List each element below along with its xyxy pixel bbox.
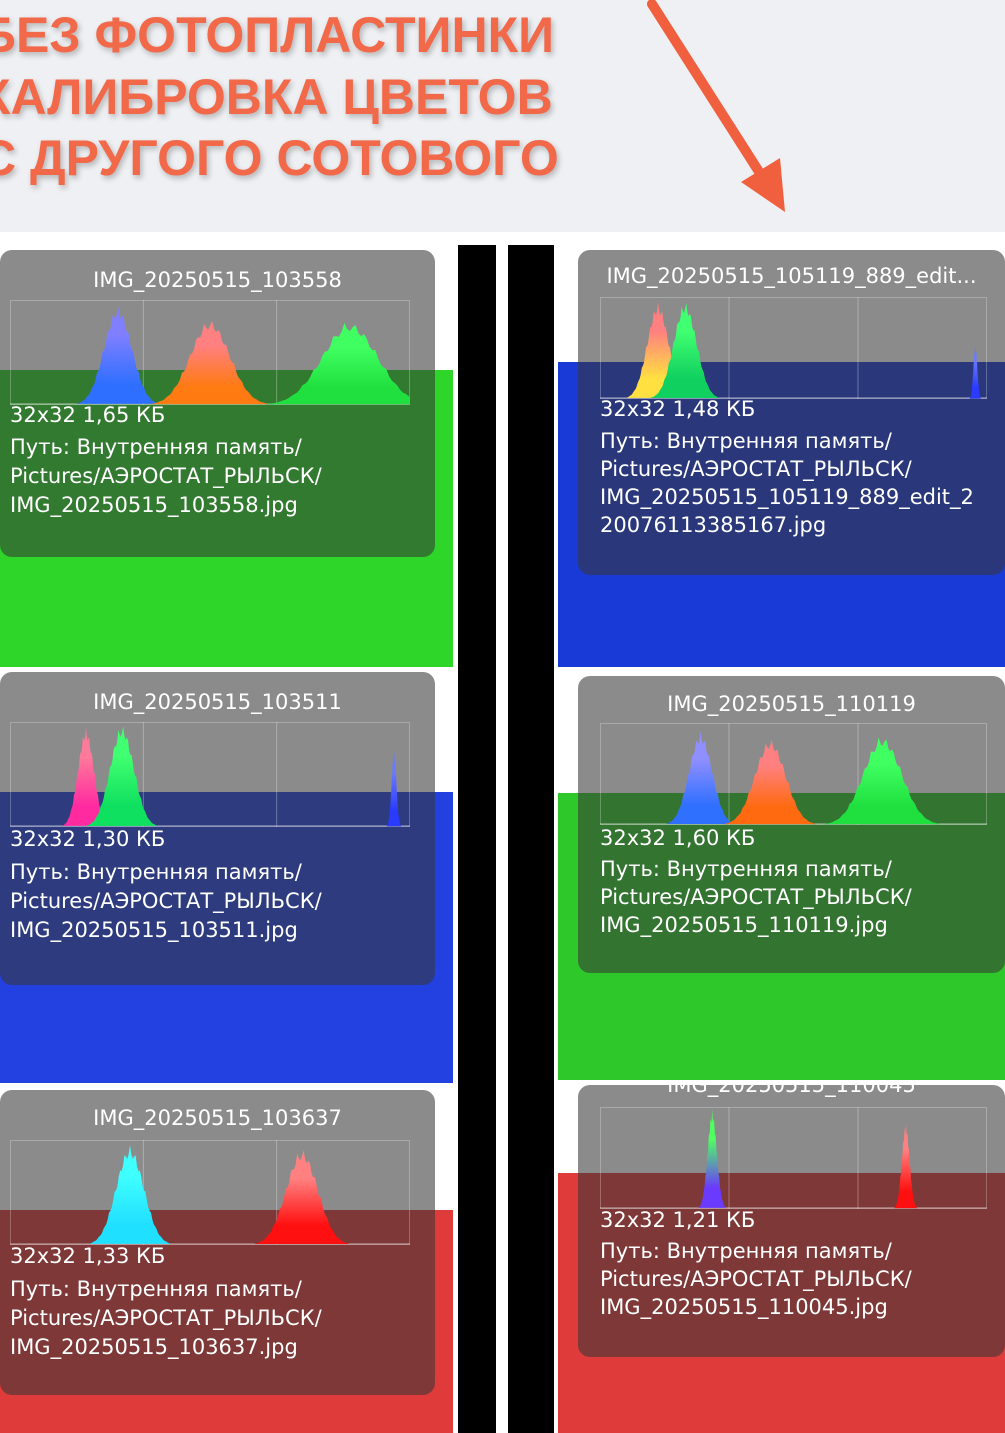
file-path-line: IMG_20250515_110045.jpg [600, 1295, 888, 1319]
file-path-line: Путь: Внутренняя память/ [10, 435, 302, 459]
arrow [647, 0, 785, 212]
file-path-line: Путь: Внутренняя память/ [600, 429, 892, 453]
file-size: 32x32 1,21 КБ [600, 1208, 756, 1232]
file-path-line: Pictures/АЭРОСТАТ_РЫЛЬСК/ [600, 885, 912, 909]
image-card: IMG_20250515_103511 32x32 1,30 КБ Путь: Вн… [0, 672, 435, 985]
file-size: 32x32 1,48 КБ [600, 397, 756, 421]
arrow-shaft [647, 0, 768, 183]
histogram [600, 297, 987, 399]
header-line: БЕЗ ФОТОПЛАСТИНКИ [0, 7, 555, 63]
histogram-peak [894, 1124, 918, 1209]
histogram-peak [969, 344, 982, 399]
file-size: 32x32 1,30 КБ [10, 827, 166, 851]
file-path-line: Путь: Внутренняя память/ [600, 1239, 892, 1263]
header-band [0, 0, 1005, 232]
image-card: IMG_20250515_103637 32x32 1,33 КБ Путь: Вн… [0, 1090, 435, 1395]
histogram-peak [665, 731, 736, 824]
image-title: IMG_20250515_105119_889_edit... [606, 264, 977, 288]
histogram-peak [76, 305, 160, 404]
histogram-peak [62, 727, 110, 826]
histogram-peak [150, 320, 270, 405]
file-size: 32x32 1,65 КБ [10, 403, 166, 427]
header-line: С ДРУГОГО СОТОВОГО [0, 130, 559, 186]
file-path-line: Pictures/АЭРОСТАТ_РЫЛЬСК/ [600, 1267, 912, 1291]
file-size: 32x32 1,60 КБ [600, 826, 756, 850]
histogram-peak [86, 726, 158, 826]
image-card: IMG_20250515_103558 32x32 1,65 КБ Путь: Вн… [0, 250, 435, 557]
file-path-line: IMG_20250515_110119.jpg [600, 913, 888, 937]
image-title: IMG_20250515_110119 [667, 692, 916, 716]
file-path-line: IMG_20250515_103511.jpg [10, 918, 298, 942]
histogram-peak [266, 322, 410, 405]
file-path-line: Pictures/АЭРОСТАТ_РЫЛЬСК/ [600, 457, 912, 481]
file-path-line: Путь: Внутренняя память/ [10, 860, 302, 884]
histogram-peak [254, 1150, 350, 1244]
histogram-frame [10, 1140, 410, 1245]
histogram-peak [386, 750, 402, 827]
image-title: IMG_20250515_103511 [93, 690, 342, 714]
histogram [600, 1107, 987, 1209]
file-path-line: IMG_20250515_105119_889_edit_2 [600, 485, 974, 509]
histogram-frame [600, 1107, 987, 1209]
histogram [10, 1140, 410, 1245]
file-path-line: 20076113385167.jpg [600, 513, 827, 537]
histogram-peak [650, 303, 720, 398]
file-path-line: Pictures/АЭРОСТАТ_РЫЛЬСК/ [10, 1306, 322, 1330]
histogram [600, 723, 987, 825]
image-card: IMG_20250515_110119 32x32 1,60 КБ Путь: Вн… [578, 676, 1005, 973]
histogram-peak [88, 1145, 172, 1244]
histogram-peak [698, 1109, 727, 1208]
divider [508, 245, 554, 1433]
image-title: IMG_20250515_103558 [93, 268, 342, 292]
file-size: 32x32 1,33 КБ [10, 1244, 166, 1268]
file-path-line: Путь: Внутренняя память/ [10, 1277, 302, 1301]
header-line: КАЛИБРОВКА ЦВЕТОВ [0, 69, 553, 125]
histogram [10, 722, 410, 827]
histogram-peak [824, 737, 941, 825]
image-title: IMG_20250515_110045 [667, 1085, 916, 1097]
file-path-line: Pictures/АЭРОСТАТ_РЫЛЬСК/ [10, 464, 322, 488]
image-card: IMG_20250515_110045 32x32 1,21 КБ Путь: Вн… [578, 1085, 1005, 1357]
image-card: IMG_20250515_105119_889_edit... 32x32 1,4… [578, 250, 1005, 575]
file-path-line: Путь: Внутренняя память/ [600, 857, 892, 881]
image-title: IMG_20250515_103637 [93, 1106, 342, 1130]
arrow-head [741, 158, 785, 212]
divider [458, 245, 496, 1433]
file-path-line: Pictures/АЭРОСТАТ_РЫЛЬСК/ [10, 889, 322, 913]
histogram-peak [723, 740, 817, 825]
file-path-line: IMG_20250515_103637.jpg [10, 1335, 298, 1359]
histogram-frame [10, 722, 410, 827]
histogram [10, 300, 410, 405]
file-path-line: IMG_20250515_103558.jpg [10, 493, 298, 517]
